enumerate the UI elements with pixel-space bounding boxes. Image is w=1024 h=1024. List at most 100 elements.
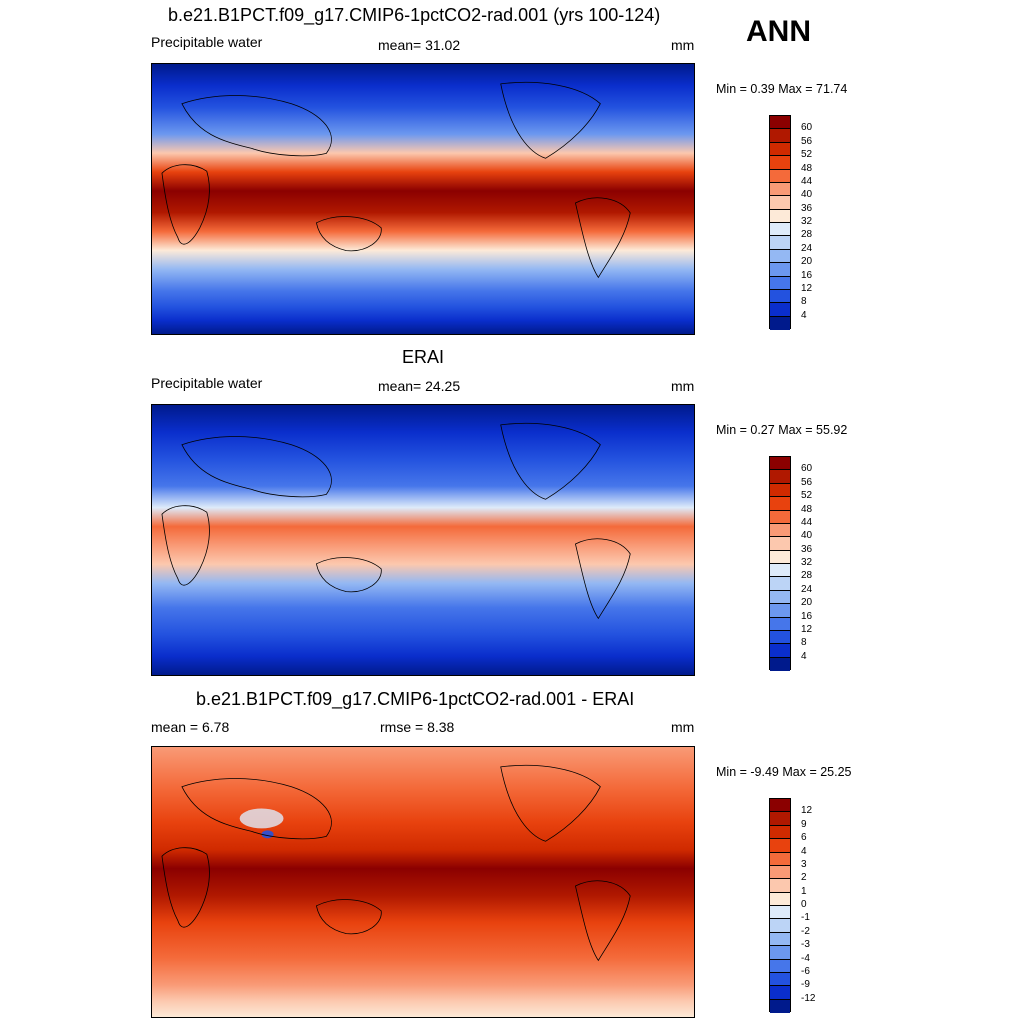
panel2-colorbar-swatch	[770, 644, 790, 658]
panel1-colorbar-swatch	[770, 249, 790, 264]
panel3-colorbar-swatch	[770, 799, 790, 813]
panel3-colorbar-swatch	[770, 879, 790, 893]
panel3-minmax: Min = -9.49 Max = 25.25	[716, 765, 852, 779]
panel2-mean-label: mean= 24.25	[378, 378, 461, 394]
panel3-colorbar	[769, 798, 791, 1013]
panel3-colorbar-tick-label: 6	[801, 832, 807, 844]
panel2-title: ERAI	[402, 347, 445, 367]
panel2-map-canvas	[152, 405, 694, 675]
panel2-colorbar-swatch	[770, 590, 790, 605]
panel3-colorbar-swatch	[770, 959, 790, 973]
panel2-colorbar-swatch	[770, 523, 790, 538]
panel1-colorbar-tick-label: 32	[801, 216, 813, 227]
panel3-colorbar-swatch	[770, 906, 790, 920]
panel1-colorbar-tick-label: 12	[801, 282, 813, 294]
panel1-map	[151, 63, 695, 335]
panel2-colorbar-swatch	[770, 564, 790, 578]
panel2-colorbar-tick-label: 28	[801, 570, 813, 582]
panel3-colorbar-tick-label: -12	[801, 992, 816, 1004]
panel2-colorbar-tick-label: 56	[801, 476, 813, 488]
panel1-colorbar-tick-label: 16	[801, 269, 813, 281]
panel3-units-label: mm	[671, 719, 695, 735]
panel2-colorbar-tick-label: 44	[801, 516, 813, 528]
panel1-coastlines	[161, 81, 631, 279]
panel1-colorbar-swatch	[770, 169, 790, 183]
panel3-colorbar-swatch	[770, 932, 790, 947]
panel2-colorbar-swatch	[770, 657, 790, 671]
panel2-colorbar-swatch	[770, 483, 790, 498]
panel1-colorbar-swatch	[770, 223, 790, 237]
panel3-colorbar-swatch	[770, 839, 790, 853]
panel3-mean-label: mean = 6.78	[151, 719, 230, 735]
panel2-colorbar-tick-label: 52	[801, 490, 813, 502]
panel3-colorbar-swatch	[770, 999, 790, 1013]
panel3-colorbar-tick-label: 9	[801, 818, 807, 830]
panel2-colorbar-swatch	[770, 497, 790, 511]
panel3-colorbar-swatch	[770, 865, 790, 880]
panel1-colorbar-swatch	[770, 182, 790, 197]
panel2-colorbar-swatch	[770, 630, 790, 645]
panel3-colorbar-swatch	[770, 812, 790, 826]
panel3-colorbar-tick-label: 2	[801, 872, 807, 884]
panel2-colorbar-swatch	[770, 604, 790, 618]
panel3-coastlines	[161, 764, 631, 962]
panel2-colorbar-tick-label: 16	[801, 610, 813, 622]
panel1-colorbar-tick-label: 44	[801, 175, 813, 187]
panel2-colorbar-tick-label: 4	[801, 650, 807, 662]
panel1-units-label: mm	[671, 37, 695, 53]
panel1-colorbar-tick-label: 48	[801, 162, 813, 174]
panel3-colorbar-tick-label: 4	[801, 845, 807, 857]
panel2-coastlines	[161, 422, 631, 620]
panel3-map	[151, 746, 695, 1018]
panel2-colorbar-tick-label: 40	[801, 530, 813, 542]
panel1-colorbar-tick-label: 28	[801, 229, 813, 241]
panel1-minmax: Min = 0.39 Max = 71.74	[716, 82, 848, 96]
panel1-colorbar-swatch	[770, 276, 790, 290]
panel2-colorbar-swatch	[770, 537, 790, 551]
panel1-colorbar-swatch	[770, 209, 790, 223]
panel1-colorbar-swatch	[770, 263, 790, 277]
panel2-colorbar-swatch	[770, 470, 790, 484]
panel3-colorbar-swatch	[770, 892, 790, 906]
panel2-colorbar-tick-label: 48	[801, 503, 813, 515]
panel2-colorbar	[769, 456, 791, 671]
panel3-colorbar-tick-label: -2	[801, 925, 810, 937]
panel1-map-canvas	[152, 64, 694, 334]
panel1-variable-label: Precipitable water	[151, 34, 263, 50]
panel1-colorbar-swatch	[770, 303, 790, 317]
panel1-colorbar-swatch	[770, 129, 790, 143]
panel3-colorbar-swatch	[770, 946, 790, 960]
panel1-colorbar-swatch	[770, 142, 790, 157]
panel1-colorbar-tick-label: 56	[801, 135, 813, 147]
panel2-colorbar-tick-label: 12	[801, 623, 813, 635]
panel1-colorbar-tick-label: 20	[801, 256, 813, 268]
panel3-title: b.e21.B1PCT.f09_g17.CMIP6-1pctCO2-rad.00…	[196, 689, 635, 709]
panel2-map	[151, 404, 695, 676]
panel1-colorbar-tick-label: 60	[801, 122, 813, 134]
panel3-colorbar-tick-label: -3	[801, 939, 810, 951]
panel2-colorbar-tick-label: 36	[801, 543, 813, 555]
panel1-mean-label: mean= 31.02	[378, 37, 461, 53]
panel1-colorbar-tick-label: 24	[801, 242, 813, 254]
panel3-colorbar-tick-label: -9	[801, 979, 810, 991]
season-label: ANN	[746, 15, 811, 48]
panel3-colorbar-swatch	[770, 972, 790, 987]
panel2-colorbar-tick-label: 32	[801, 557, 813, 568]
panel2-colorbar-tick-label: 24	[801, 583, 813, 595]
panel1-colorbar-tick-label: 4	[801, 309, 807, 321]
panel3-colorbar-swatch	[770, 986, 790, 1000]
panel2-colorbar-tick-label: 60	[801, 463, 813, 475]
panel2-colorbar-tick-label: 20	[801, 597, 813, 609]
panel1-colorbar-swatch	[770, 289, 790, 304]
panel3-map-canvas	[152, 747, 694, 1017]
panel1-colorbar-swatch	[770, 236, 790, 250]
panel2-minmax: Min = 0.27 Max = 55.92	[716, 423, 848, 437]
panel3-rmse-label: rmse = 8.38	[380, 719, 455, 735]
panel2-colorbar-swatch	[770, 457, 790, 471]
panel3-colorbar-tick-label: 1	[801, 885, 807, 897]
panel2-colorbar-swatch	[770, 510, 790, 524]
panel1-colorbar-tick-label: 8	[801, 296, 807, 308]
panel1-colorbar-tick-label: 40	[801, 189, 813, 201]
panel3-colorbar-tick-label: -6	[801, 965, 810, 977]
panel1-colorbar-swatch	[770, 116, 790, 130]
